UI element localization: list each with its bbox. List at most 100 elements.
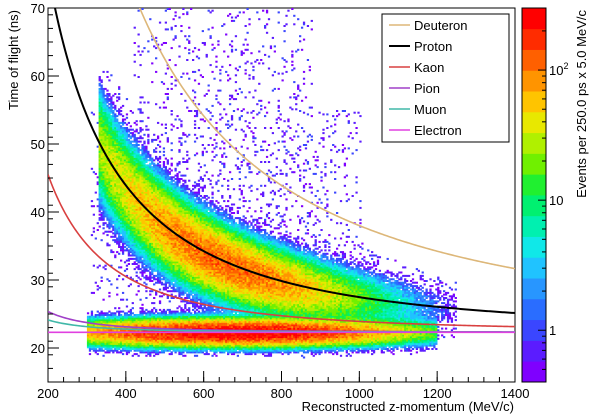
heatmap-cell <box>143 203 146 206</box>
heatmap-cell <box>158 188 162 191</box>
heatmap-cell <box>98 135 101 138</box>
heatmap-cell <box>153 337 156 340</box>
heatmap-cell <box>98 179 101 182</box>
heatmap-cell <box>102 176 105 179</box>
heatmap-cell <box>180 341 183 344</box>
heatmap-cell <box>133 138 136 141</box>
heatmap-cell <box>182 246 185 248</box>
heatmap-cell <box>172 223 175 226</box>
heatmap-cell <box>170 227 173 230</box>
heatmap-cell <box>104 268 107 271</box>
heatmap-cell <box>164 281 167 284</box>
heatmap-cell <box>168 230 171 233</box>
heatmap-cell <box>182 232 185 235</box>
heatmap-cell <box>178 264 181 267</box>
heatmap-cell <box>123 240 127 243</box>
heatmap-cell <box>120 110 123 112</box>
heatmap-cell <box>151 184 154 187</box>
heatmap-cell <box>141 237 144 240</box>
heatmap-cell <box>112 101 115 104</box>
heatmap-cell <box>98 120 101 123</box>
heatmap-cell <box>131 203 134 206</box>
heatmap-cell <box>116 191 119 194</box>
heatmap-cell <box>156 220 160 223</box>
heatmap-cell <box>110 74 113 77</box>
heatmap-cell <box>178 137 181 140</box>
heatmap-cell <box>112 235 115 238</box>
heatmap-cell <box>160 218 164 221</box>
heatmap-cell <box>174 295 177 298</box>
heatmap-cell <box>106 351 109 354</box>
heatmap-cell <box>100 125 103 128</box>
heatmap-cell <box>108 145 111 148</box>
heatmap-cell <box>120 351 123 354</box>
heatmap-cell <box>137 290 140 293</box>
heatmap-cell <box>155 278 158 281</box>
heatmap-cell <box>104 174 107 177</box>
heatmap-cell <box>162 247 166 250</box>
heatmap-cell <box>168 254 171 257</box>
heatmap-cell <box>158 205 162 208</box>
heatmap-cell <box>158 234 162 237</box>
heatmap-cell <box>114 342 117 345</box>
heatmap-cell <box>118 205 121 208</box>
heatmap-cell <box>86 346 90 349</box>
heatmap-cell <box>118 142 121 145</box>
heatmap-cell <box>139 210 142 213</box>
heatmap-cell <box>188 291 191 294</box>
heatmap-cell <box>186 249 189 252</box>
heatmap-cell <box>125 223 129 226</box>
heatmap-cell <box>98 150 101 153</box>
heatmap-cell <box>110 135 113 138</box>
heatmap-cell <box>143 332 146 335</box>
heatmap-cell <box>106 210 109 213</box>
heatmap-cell <box>139 108 142 111</box>
heatmap-cell <box>186 232 189 235</box>
heatmap-cell <box>114 154 117 157</box>
heatmap-cell <box>184 256 187 259</box>
heatmap-cell <box>137 181 140 184</box>
heatmap-cell <box>141 161 144 163</box>
heatmap-cell <box>102 113 105 116</box>
heatmap-cell <box>137 251 140 254</box>
heatmap-cell <box>162 239 166 242</box>
heatmap-cell <box>98 315 101 318</box>
heatmap-cell <box>149 348 152 350</box>
heatmap-cell <box>129 312 132 315</box>
heatmap-cell <box>162 191 166 194</box>
heatmap-cell <box>123 181 127 184</box>
heatmap-cell <box>166 220 169 223</box>
heatmap-cell <box>149 246 152 248</box>
heatmap-cell <box>98 110 101 112</box>
heatmap-cell <box>151 196 154 199</box>
heatmap-cell <box>116 184 119 187</box>
heatmap-cell <box>147 348 150 350</box>
heatmap-cell <box>139 166 142 169</box>
heatmap-cell <box>186 154 189 157</box>
heatmap-cell <box>186 254 189 257</box>
heatmap-cell <box>123 322 127 325</box>
heatmap-cell <box>123 137 127 140</box>
heatmap-cell <box>129 162 132 165</box>
heatmap-cell <box>147 261 150 264</box>
heatmap-cell <box>180 215 183 218</box>
heatmap-cell <box>174 251 177 254</box>
heatmap-cell <box>88 346 92 349</box>
heatmap-cell <box>141 235 144 238</box>
heatmap-cell <box>153 317 156 320</box>
heatmap-cell <box>121 195 125 197</box>
heatmap-cell <box>182 235 185 238</box>
heatmap-cell <box>108 174 111 177</box>
heatmap-cell <box>123 215 127 218</box>
heatmap-cell <box>108 132 111 135</box>
heatmap-cell <box>170 351 173 354</box>
heatmap-cell <box>164 42 167 44</box>
heatmap-cell <box>186 297 189 299</box>
heatmap-cell <box>182 322 185 325</box>
heatmap-cell <box>182 184 185 187</box>
heatmap-cell <box>156 164 160 167</box>
heatmap-cell <box>184 319 187 322</box>
heatmap-cell <box>164 325 167 328</box>
heatmap-cell <box>170 179 173 182</box>
heatmap-cell <box>141 346 144 349</box>
